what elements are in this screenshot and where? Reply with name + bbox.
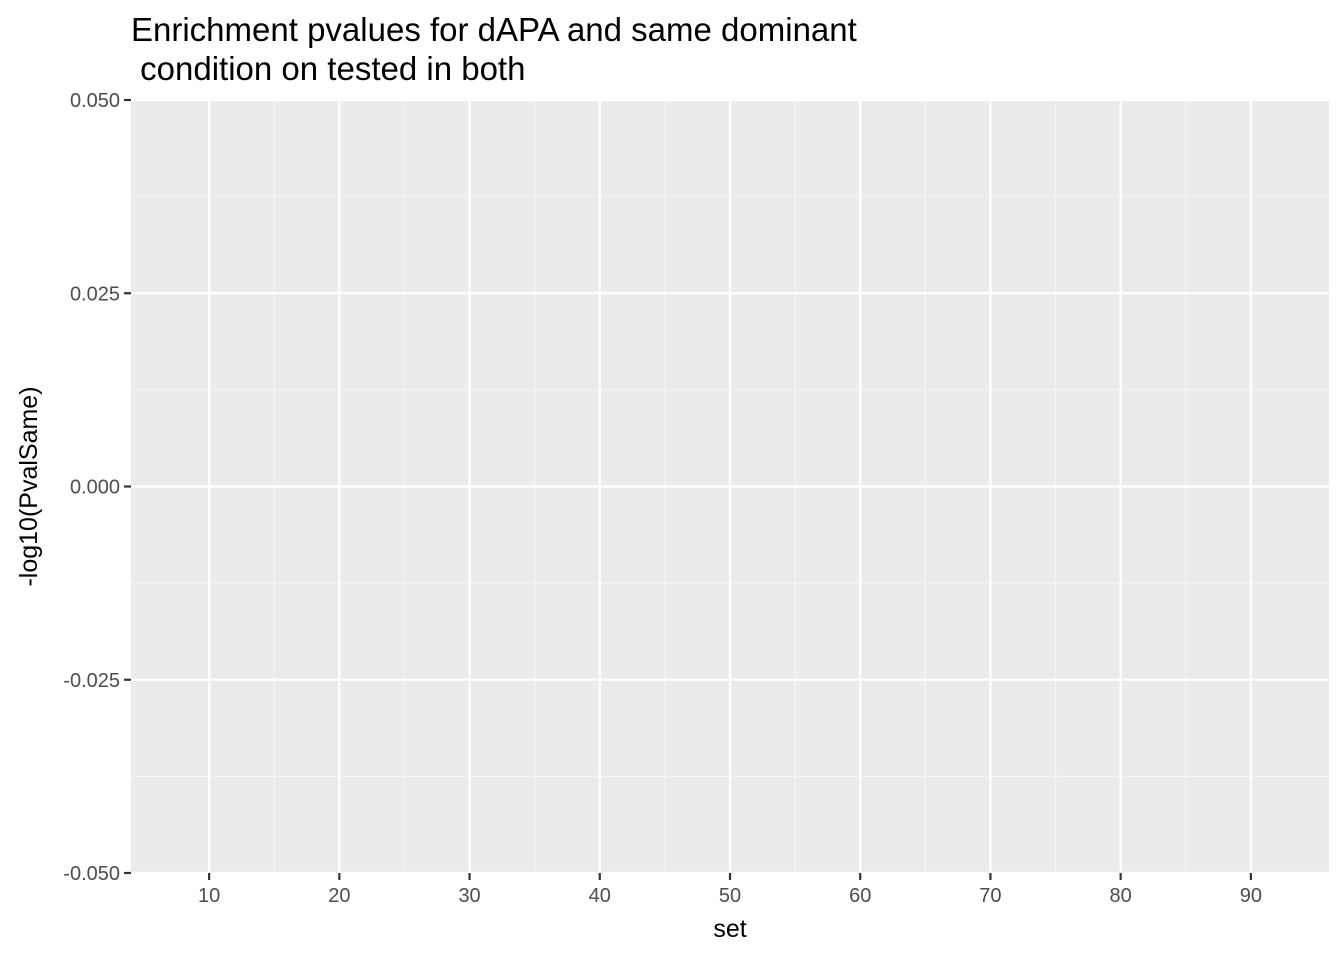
major-gridlines [131, 98, 1329, 875]
x-tick-label: 60 [849, 885, 871, 907]
y-tick-label: 0.050 [70, 90, 120, 112]
x-tick-label: 10 [198, 885, 220, 907]
y-axis-title: -log10(PvalSame) [15, 386, 43, 586]
chart-title-line-1: Enrichment pvalues for dAPA and same dom… [131, 11, 857, 48]
y-tick-label: 0.000 [70, 477, 120, 499]
y-axis: -0.050 -0.025 0.000 0.025 0.050 [63, 90, 131, 885]
x-tick-label: 30 [458, 885, 480, 907]
y-tick-label: -0.050 [63, 863, 120, 885]
x-tick-label: 50 [719, 885, 741, 907]
x-tick-label: 40 [589, 885, 611, 907]
x-axis: 10 20 30 40 50 60 70 80 90 [198, 873, 1262, 907]
y-tick-label: -0.025 [63, 670, 120, 692]
y-tick-label: 0.025 [70, 283, 120, 305]
x-axis-title: set [713, 915, 746, 943]
chart-title: Enrichment pvalues for dAPA and same dom… [131, 11, 857, 87]
x-tick-label: 70 [979, 885, 1001, 907]
x-tick-label: 20 [328, 885, 350, 907]
x-tick-label: 90 [1240, 885, 1262, 907]
x-tick-label: 80 [1110, 885, 1132, 907]
chart-title-line-2: condition on tested in both [131, 50, 525, 87]
